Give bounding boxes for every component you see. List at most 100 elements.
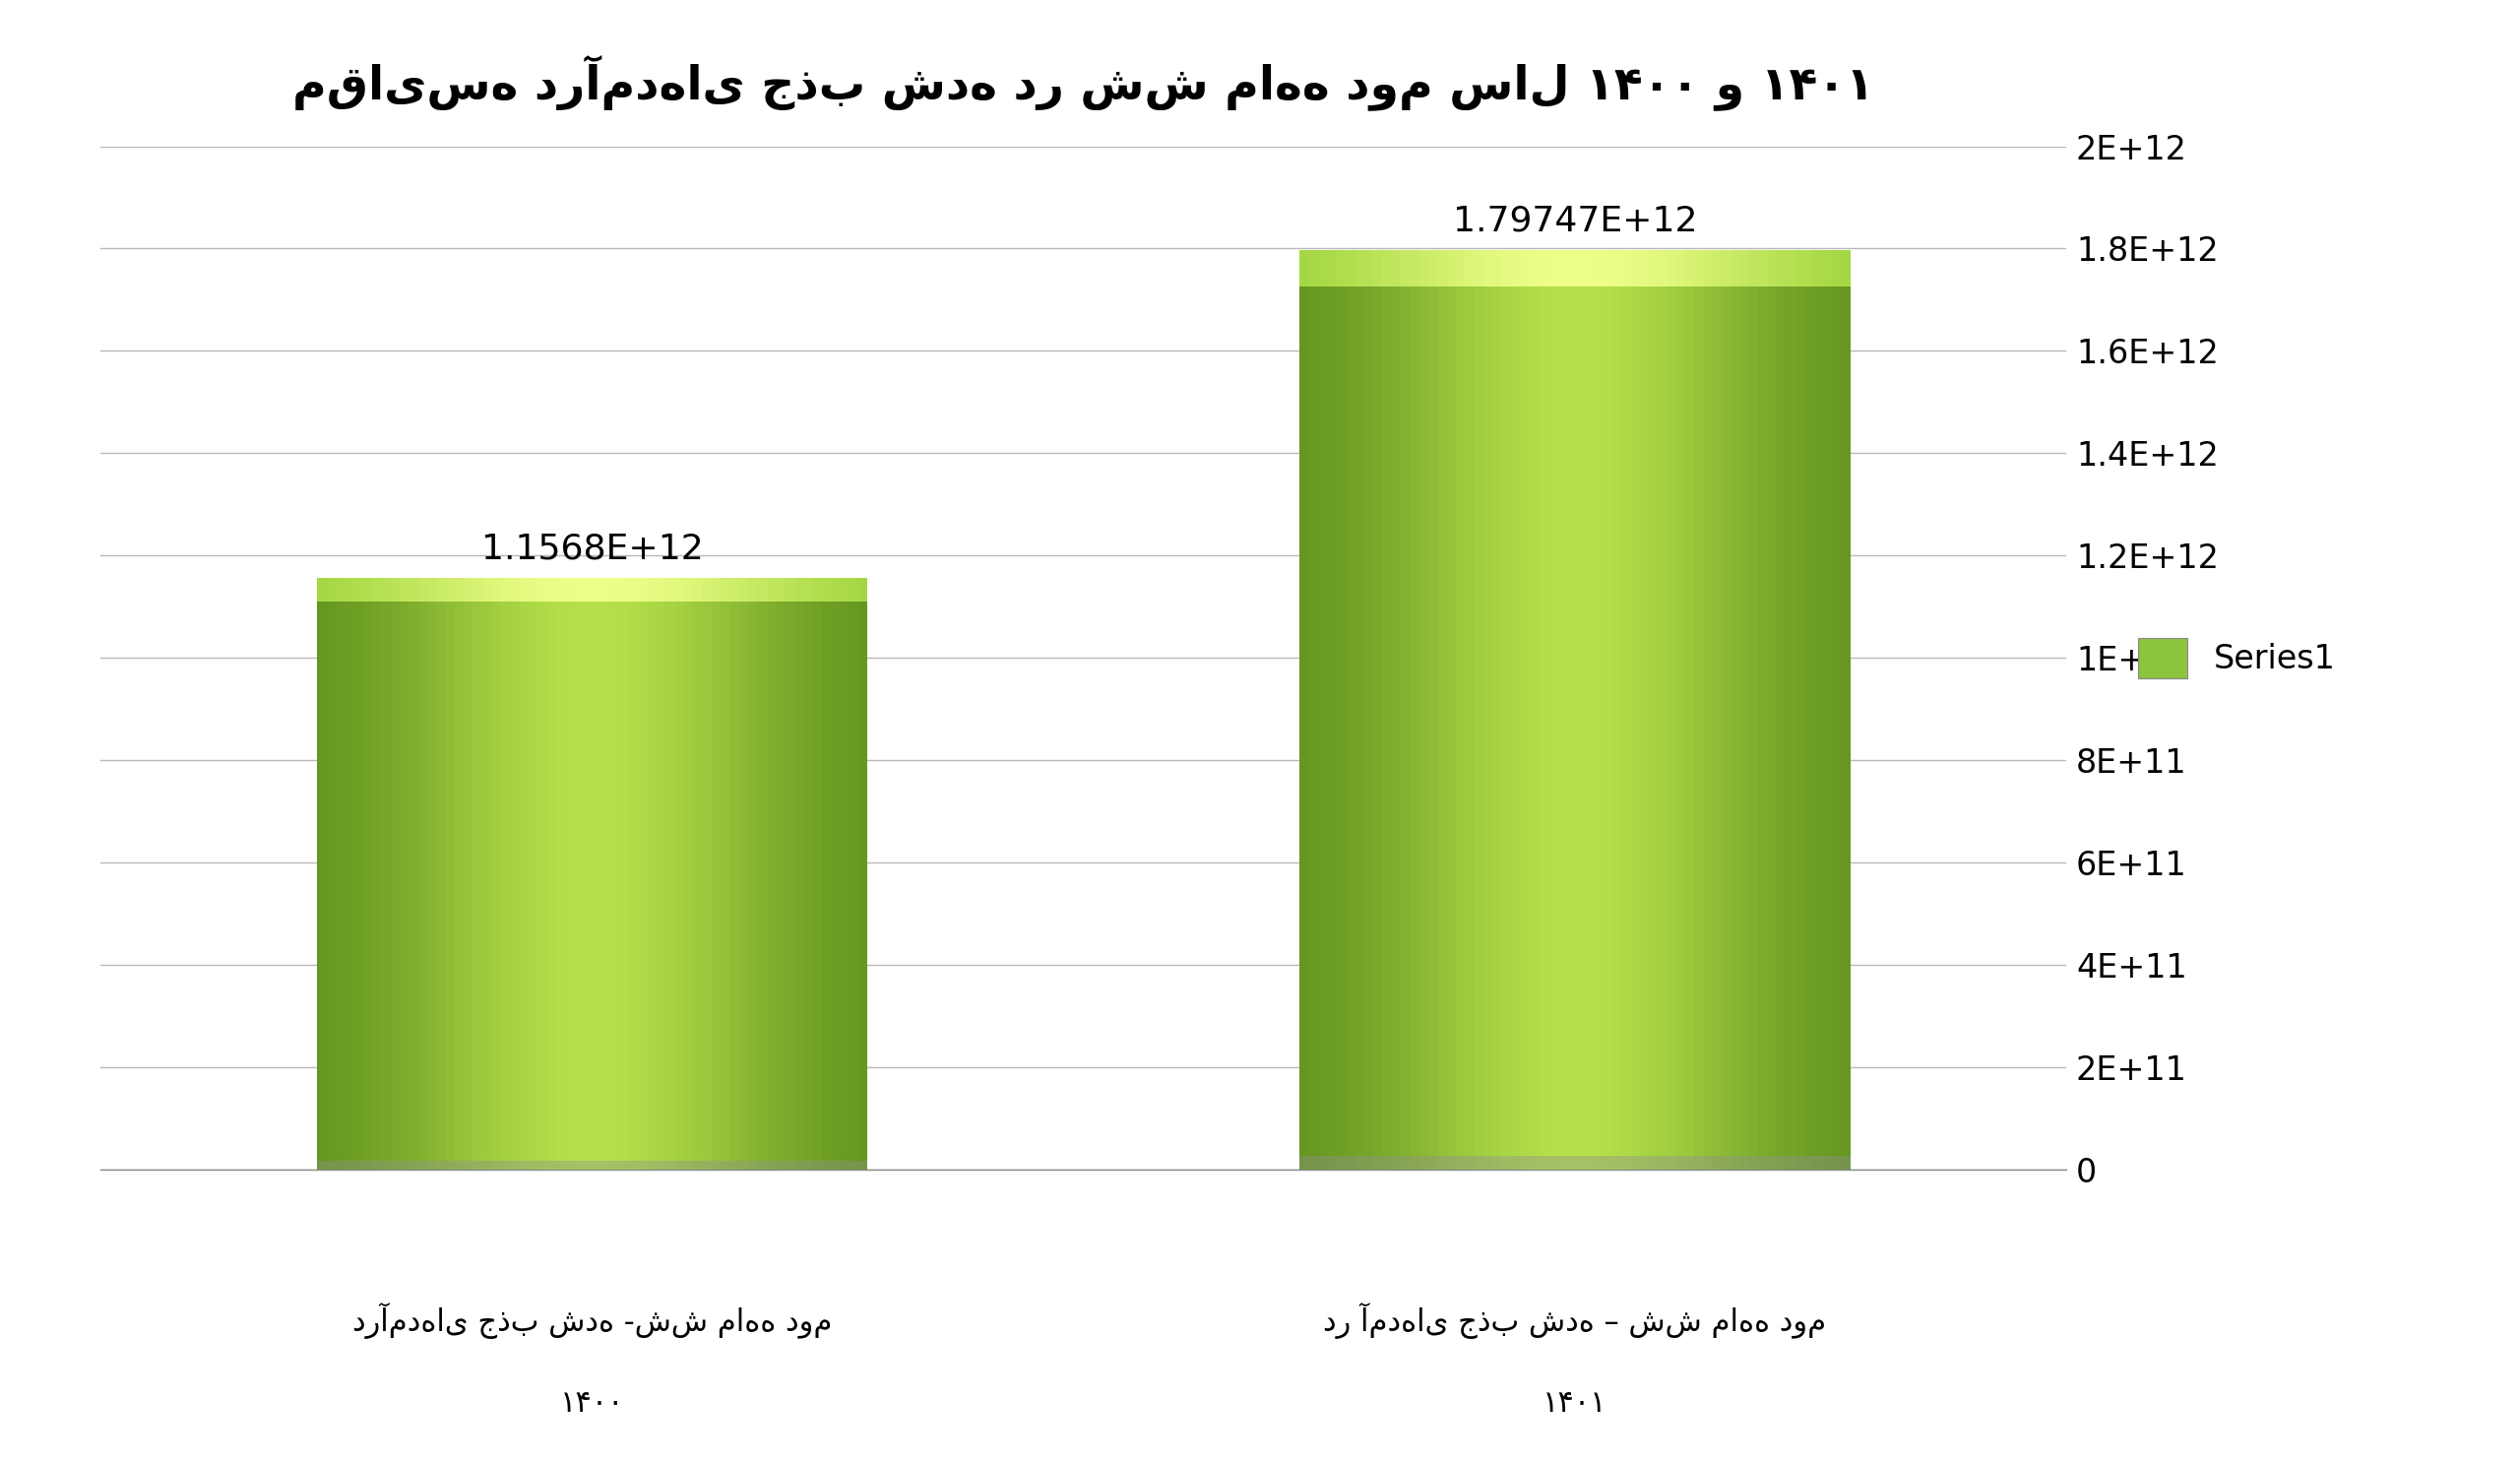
Bar	[1704, 250, 1714, 1170]
Bar	[776, 577, 784, 1170]
Bar	[481, 577, 491, 601]
Bar	[381, 577, 391, 601]
Bar	[1658, 250, 1666, 1170]
Bar	[759, 577, 766, 601]
Bar	[638, 577, 648, 601]
Bar	[784, 577, 794, 1170]
Bar	[381, 577, 391, 1170]
Bar	[454, 577, 464, 601]
Bar	[804, 577, 811, 1170]
Bar	[1512, 250, 1520, 287]
Bar	[474, 577, 481, 601]
Bar	[335, 577, 345, 1170]
Bar	[776, 577, 784, 601]
Bar	[491, 577, 501, 601]
Bar	[1457, 250, 1464, 287]
Bar	[426, 577, 436, 601]
Bar	[1787, 250, 1794, 287]
Text: 1.1568E+12: 1.1568E+12	[481, 532, 703, 566]
Bar	[1300, 250, 1308, 287]
Bar	[1648, 250, 1658, 287]
Bar	[1409, 250, 1419, 1170]
Bar	[1308, 250, 1318, 1170]
Bar	[620, 577, 630, 601]
Bar	[693, 577, 703, 1170]
Bar	[1391, 250, 1401, 287]
Bar	[318, 1161, 867, 1170]
Bar	[436, 577, 446, 601]
Bar	[675, 577, 683, 1170]
Bar	[1373, 250, 1383, 1170]
Bar	[675, 577, 683, 601]
Bar	[610, 577, 620, 601]
Bar	[630, 577, 638, 1170]
Bar	[1502, 250, 1512, 287]
Bar	[665, 577, 675, 601]
Bar	[859, 577, 867, 1170]
Bar	[1318, 250, 1328, 287]
Text: در آمدهای جذب شده – شش ماهه دوم: در آمدهای جذب شده – شش ماهه دوم	[1323, 1303, 1827, 1339]
Bar	[318, 577, 325, 1170]
Bar	[1474, 250, 1484, 287]
Bar	[822, 577, 832, 1170]
Bar	[1832, 250, 1842, 1170]
Bar	[748, 577, 759, 1170]
Bar	[1547, 250, 1557, 1170]
Bar	[1565, 250, 1575, 287]
Bar	[547, 577, 554, 601]
Bar	[1436, 250, 1446, 1170]
Bar	[1666, 250, 1676, 1170]
Title: مقایسه درآمدهای جذب شده در شش ماهه دوم سال ۱۴۰۰ و ۱۴۰۱: مقایسه درآمدهای جذب شده در شش ماهه دوم س…	[292, 54, 1875, 110]
Bar	[408, 577, 418, 1170]
Bar	[1638, 250, 1648, 287]
Bar	[683, 577, 693, 601]
Bar	[1585, 250, 1593, 1170]
Text: 1.79747E+12: 1.79747E+12	[1452, 205, 1698, 237]
Bar	[1328, 250, 1336, 287]
Bar	[1759, 250, 1767, 1170]
Bar	[1300, 250, 1308, 1170]
Bar	[547, 577, 554, 1170]
Bar	[1557, 250, 1565, 287]
Bar	[1474, 250, 1484, 1170]
Bar	[1593, 250, 1603, 1170]
Bar	[1603, 250, 1613, 1170]
Bar	[811, 577, 822, 1170]
Bar	[859, 577, 867, 601]
Bar	[454, 577, 464, 1170]
Bar	[1537, 250, 1547, 1170]
Bar	[1446, 250, 1457, 287]
Bar	[1318, 250, 1328, 1170]
Bar	[665, 577, 675, 1170]
Bar	[1620, 250, 1630, 287]
Bar	[1530, 250, 1537, 1170]
Bar	[1721, 250, 1731, 1170]
Bar	[804, 577, 811, 601]
Bar	[832, 577, 839, 1170]
Bar	[1749, 250, 1759, 1170]
Bar	[1484, 250, 1492, 287]
Bar	[703, 577, 711, 1170]
Bar	[1565, 250, 1575, 1170]
Bar	[373, 577, 381, 1170]
Text: ۱۴۰۰: ۱۴۰۰	[559, 1389, 625, 1418]
Bar	[1383, 250, 1391, 1170]
Bar	[1658, 250, 1666, 287]
Bar	[766, 577, 776, 1170]
Bar	[1638, 250, 1648, 1170]
Bar	[1492, 250, 1502, 287]
Bar	[575, 577, 582, 601]
Bar	[592, 577, 602, 1170]
Bar	[509, 577, 519, 1170]
Bar	[464, 577, 474, 1170]
Bar	[592, 577, 602, 601]
Bar	[839, 577, 849, 1170]
Bar	[1363, 250, 1373, 1170]
Bar	[1630, 250, 1638, 1170]
Bar	[1464, 250, 1474, 1170]
Bar	[839, 577, 849, 601]
Bar	[849, 577, 859, 601]
Bar	[655, 577, 665, 1170]
Bar	[363, 577, 373, 601]
Bar	[529, 577, 537, 601]
